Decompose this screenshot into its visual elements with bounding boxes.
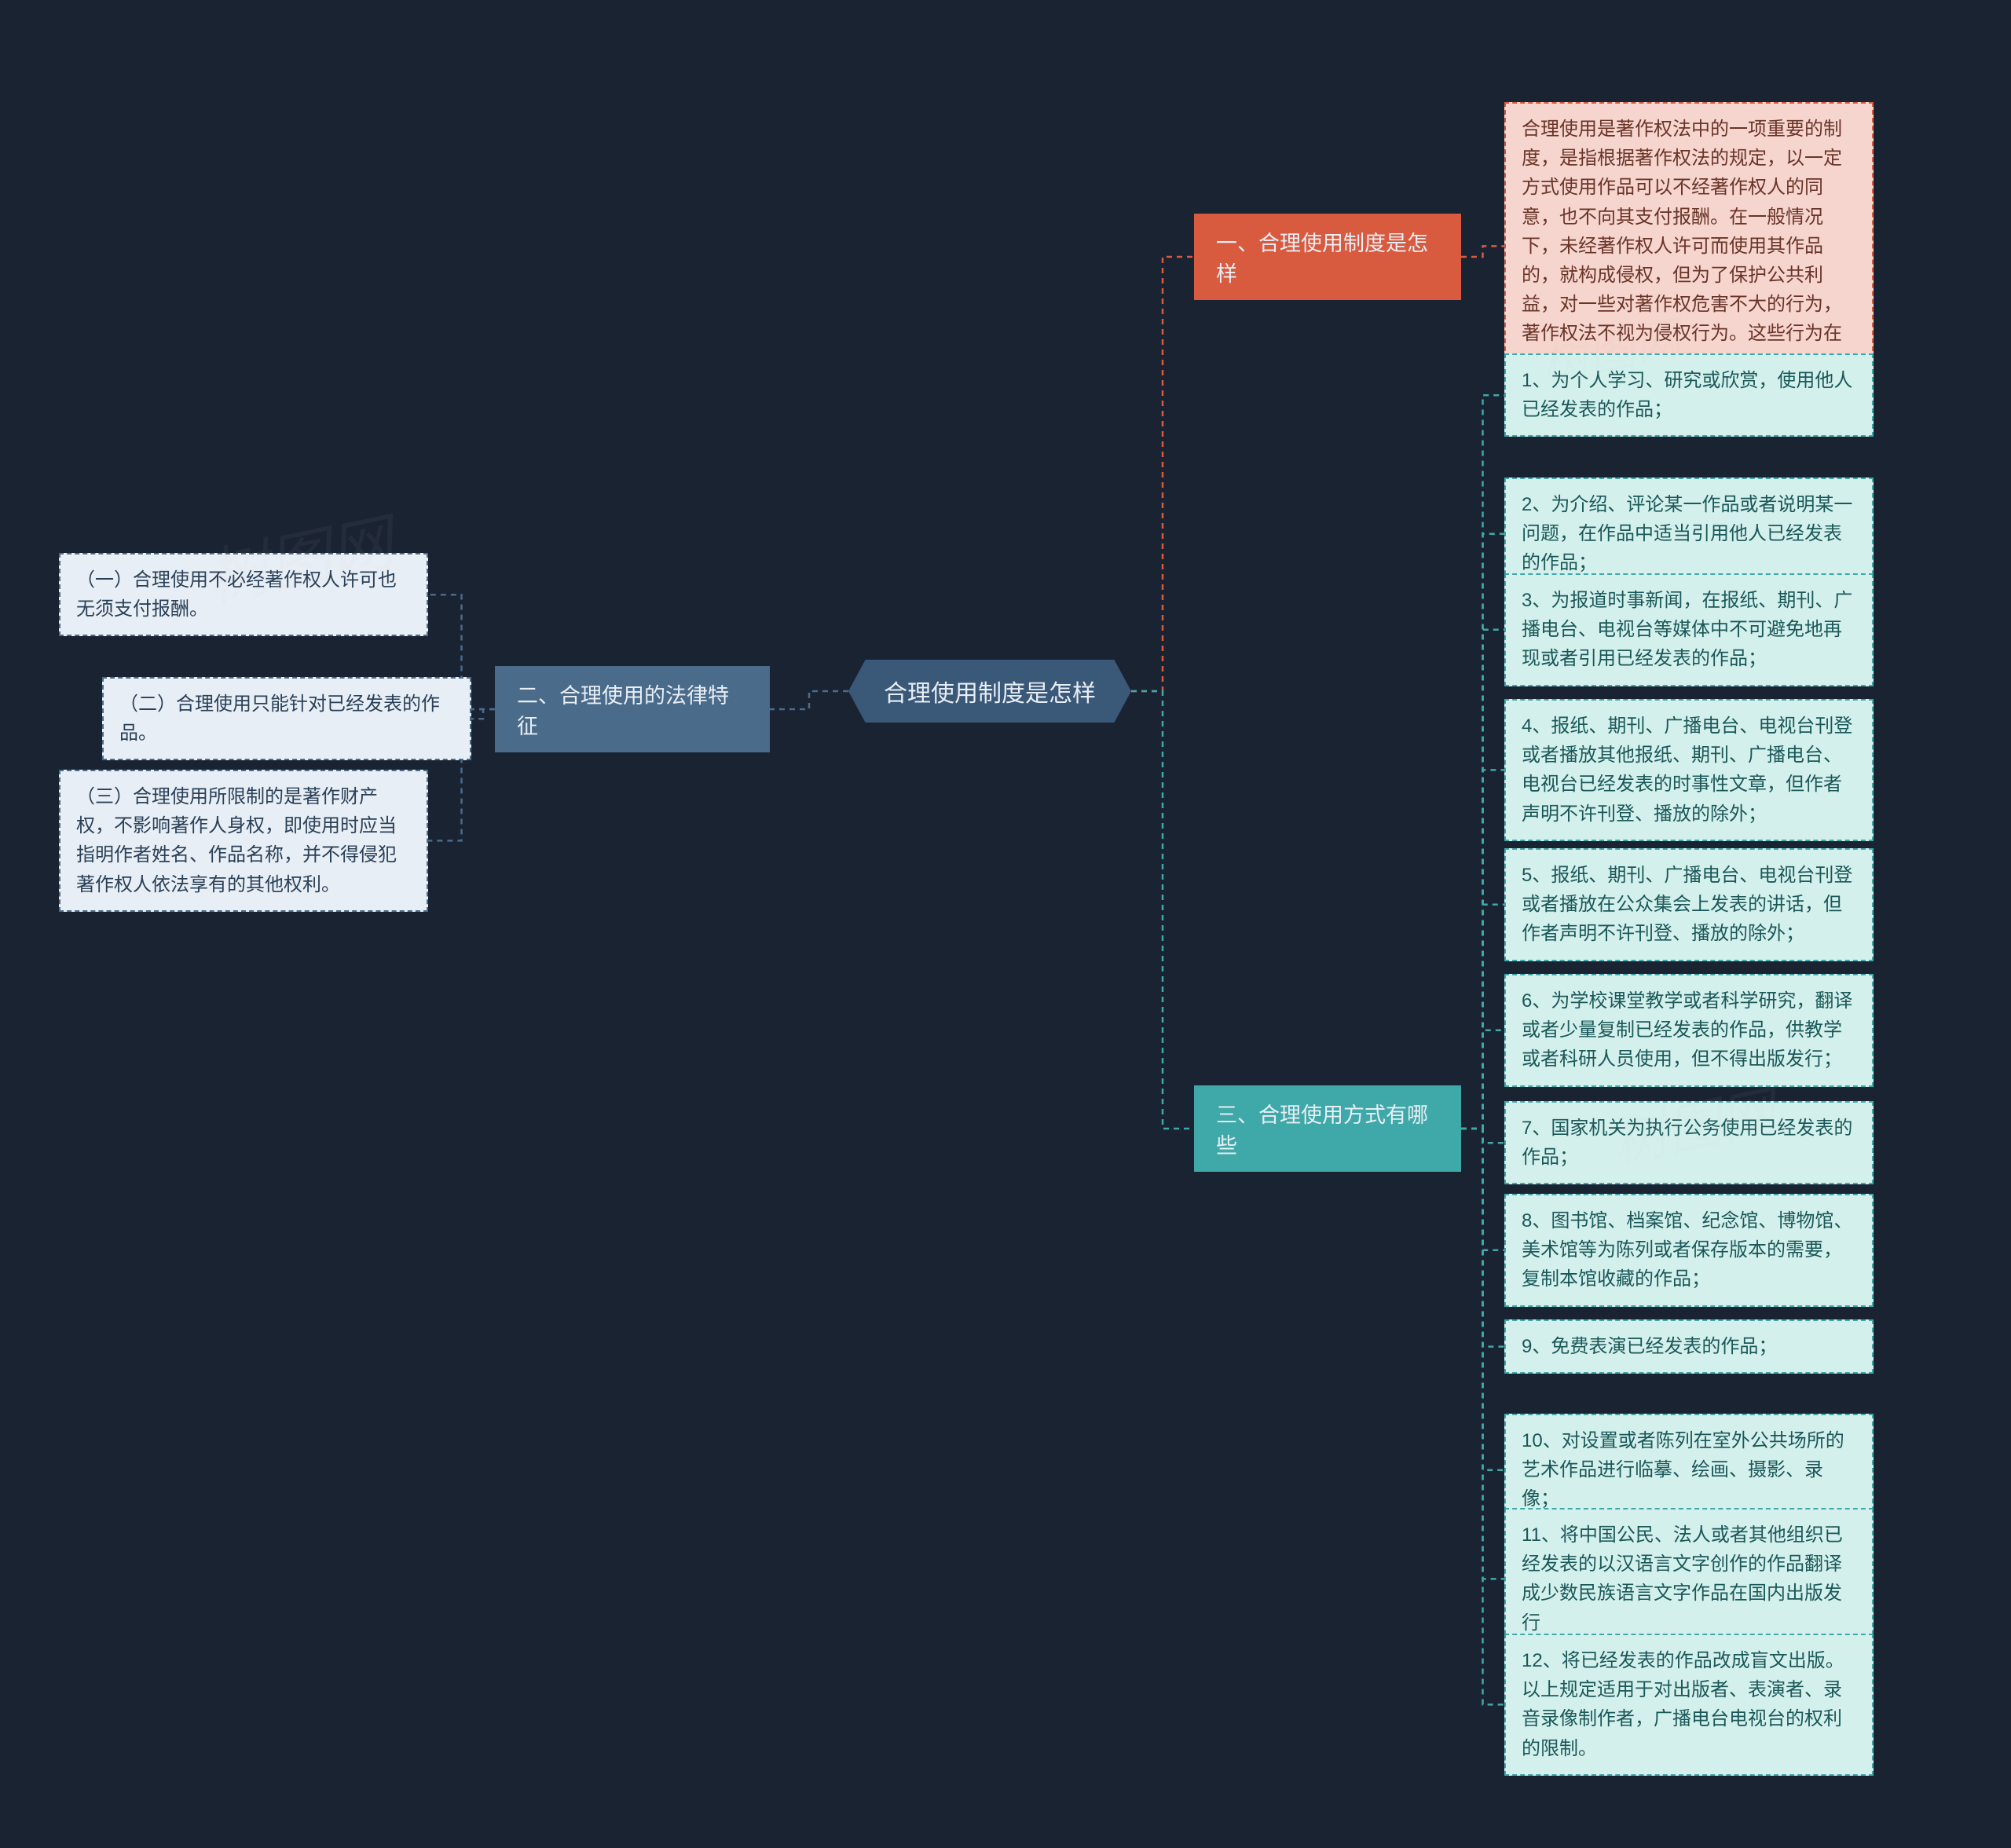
branch-3-leaf-4: 4、报纸、期刊、广播电台、电视台刊登或者播放其他报纸、期刊、广播电台、电视台已经… — [1504, 699, 1874, 841]
branch-2-leaf-2: （二）合理使用只能针对已经发表的作品。 — [102, 677, 471, 760]
branch-3-leaf-6: 6、为学校课堂教学或者科学研究，翻译或者少量复制已经发表的作品，供教学或者科研人… — [1504, 974, 1874, 1087]
branch-3-leaf-5: 5、报纸、期刊、广播电台、电视台刊登或者播放在公众集会上发表的讲话，但作者声明不… — [1504, 848, 1874, 961]
branch-3-leaf-9: 9、免费表演已经发表的作品； — [1504, 1319, 1874, 1374]
branch-2-leaf-3: （三）合理使用所限制的是著作财产权，不影响著作人身权，即使用时应当指明作者姓名、… — [59, 770, 428, 912]
branch-3-leaf-12: 12、将已经发表的作品改成盲文出版。以上规定适用于对出版者、表演者、录音录像制作… — [1504, 1634, 1874, 1776]
branch-3-leaf-7: 7、国家机关为执行公务使用已经发表的作品； — [1504, 1101, 1874, 1184]
root-node: 合理使用制度是怎样 — [848, 660, 1131, 723]
branch-3: 三、合理使用方式有哪些 — [1194, 1085, 1461, 1172]
branch-2: 二、合理使用的法律特征 — [495, 666, 770, 752]
branch-3-leaf-8: 8、图书馆、档案馆、纪念馆、博物馆、美术馆等为陈列或者保存版本的需要，复制本馆收… — [1504, 1194, 1874, 1307]
branch-3-leaf-3: 3、为报道时事新闻，在报纸、期刊、广播电台、电视台等媒体中不可避免地再现或者引用… — [1504, 573, 1874, 686]
branch-2-leaf-1: （一）合理使用不必经著作权人许可也无须支付报酬。 — [59, 553, 428, 636]
branch-3-leaf-11: 11、将中国公民、法人或者其他组织已经发表的以汉语言文字创作的作品翻译成少数民族… — [1504, 1508, 1874, 1650]
branch-1-leaf-1: 合理使用是著作权法中的一项重要的制度，是指根据著作权法的规定，以一定方式使用作品… — [1504, 102, 1874, 390]
branch-3-leaf-1: 1、为个人学习、研究或欣赏，使用他人已经发表的作品； — [1504, 353, 1874, 437]
branch-1: 一、合理使用制度是怎样 — [1194, 214, 1461, 300]
